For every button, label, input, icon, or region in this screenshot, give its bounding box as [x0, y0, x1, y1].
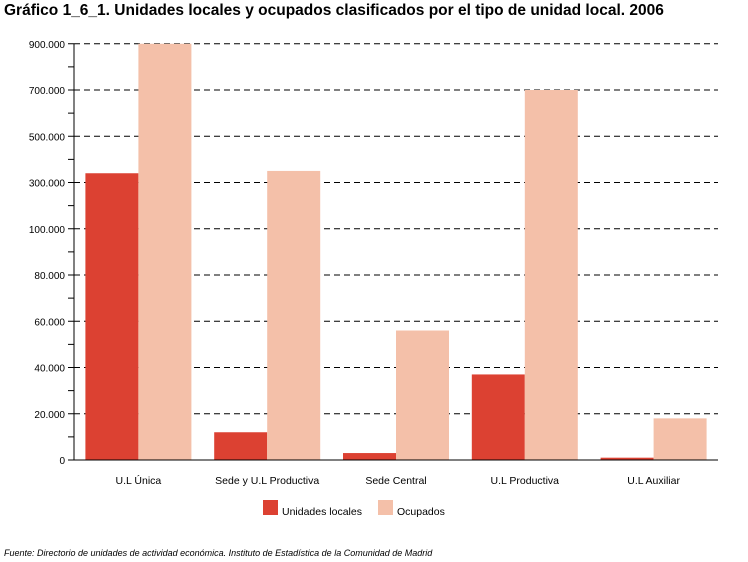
- legend-swatch: [378, 500, 393, 515]
- y-axis-tick-labels: 0 20.000 40.000 60.000 80.000 100.000 300.000 5…: [29, 40, 66, 467]
- bar-unidades-locales: [85, 173, 139, 460]
- y-tick-label: 900.000: [29, 40, 66, 51]
- bars: [85, 43, 707, 460]
- y-tick-label: 300.000: [29, 179, 66, 190]
- bar-chart: 0 20.000 40.000 60.000 80.000 100.000 300.000 5…: [29, 40, 718, 518]
- y-tick-label: 700.000: [29, 86, 66, 97]
- x-category-label: U.L Productiva: [491, 475, 560, 487]
- y-tick-label: 60.000: [34, 317, 65, 328]
- bar-unidades-locales: [600, 457, 654, 460]
- legend: Unidades locales Ocupados: [263, 500, 445, 518]
- legend-label: Ocupados: [397, 506, 445, 518]
- legend-label: Unidades locales: [282, 506, 362, 518]
- x-category-label: U.L Auxiliar: [627, 475, 680, 487]
- bar-ocupados: [524, 90, 578, 460]
- bar-ocupados: [138, 43, 192, 460]
- chart-title: Gráfico 1_6_1. Unidades locales y ocupad…: [4, 2, 664, 19]
- x-category-label: U.L Única: [116, 474, 162, 487]
- y-tick-label: 500.000: [29, 132, 66, 143]
- bar-ocupados: [653, 418, 707, 460]
- y-tick-label: 40.000: [34, 364, 65, 375]
- bar-unidades-locales: [343, 453, 396, 460]
- y-tick-label: 20.000: [34, 410, 65, 421]
- bar-unidades-locales: [214, 432, 268, 460]
- x-category-label: Sede Central: [365, 475, 426, 487]
- bar-ocupados: [396, 330, 449, 460]
- x-category-label: Sede y U.L Productiva: [215, 475, 319, 487]
- legend-swatch: [263, 500, 278, 515]
- y-tick-label: 80.000: [34, 271, 65, 282]
- axes: [68, 43, 718, 461]
- y-tick-label: 0: [59, 456, 65, 467]
- bar-ocupados: [267, 170, 321, 460]
- source-note: Fuente: Directorio de unidades de activi…: [4, 548, 433, 558]
- bar-unidades-locales: [471, 374, 525, 460]
- y-tick-label: 100.000: [29, 225, 66, 236]
- x-axis-category-labels: U.L Única Sede y U.L Productiva Sede Centr…: [116, 474, 681, 487]
